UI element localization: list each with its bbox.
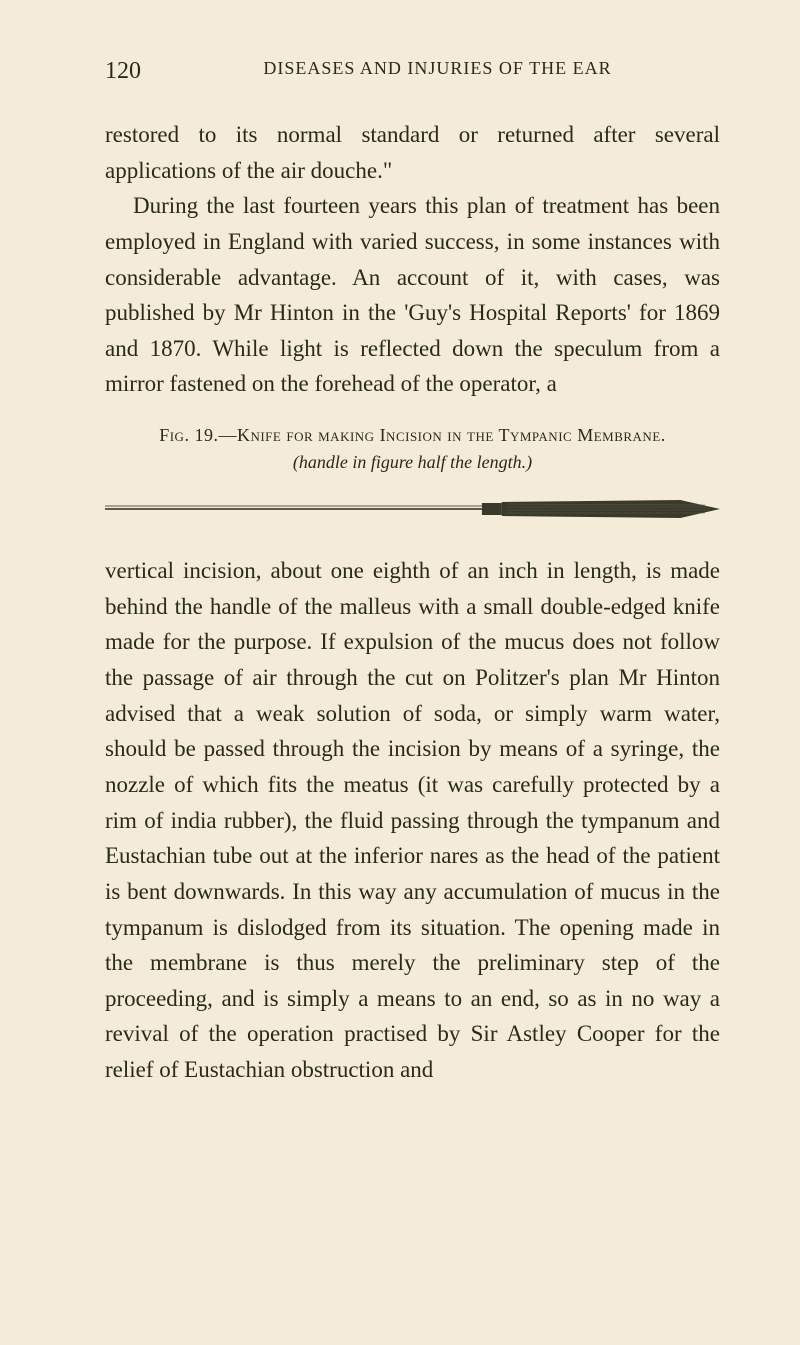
knife-illustration [105, 494, 720, 524]
paragraph-1: restored to its normal standard or retur… [105, 117, 720, 402]
figure-caption: Fig. 19.—Knife for making Incision in th… [105, 422, 720, 476]
running-header: DISEASES AND INJURIES OF THE EAR [155, 55, 720, 79]
figure-label: Fig. 19.—Knife for making Incision in th… [159, 425, 666, 445]
paragraph-1-line1: restored to its normal standard or retur… [105, 122, 720, 183]
paragraph-2: vertical incision, about one eighth of a… [105, 553, 720, 1088]
paragraph-1-continued: During the last fourteen years this plan… [105, 193, 720, 396]
figure-subcaption: (handle in figure half the length.) [293, 452, 532, 472]
page-number: 120 [105, 58, 141, 85]
